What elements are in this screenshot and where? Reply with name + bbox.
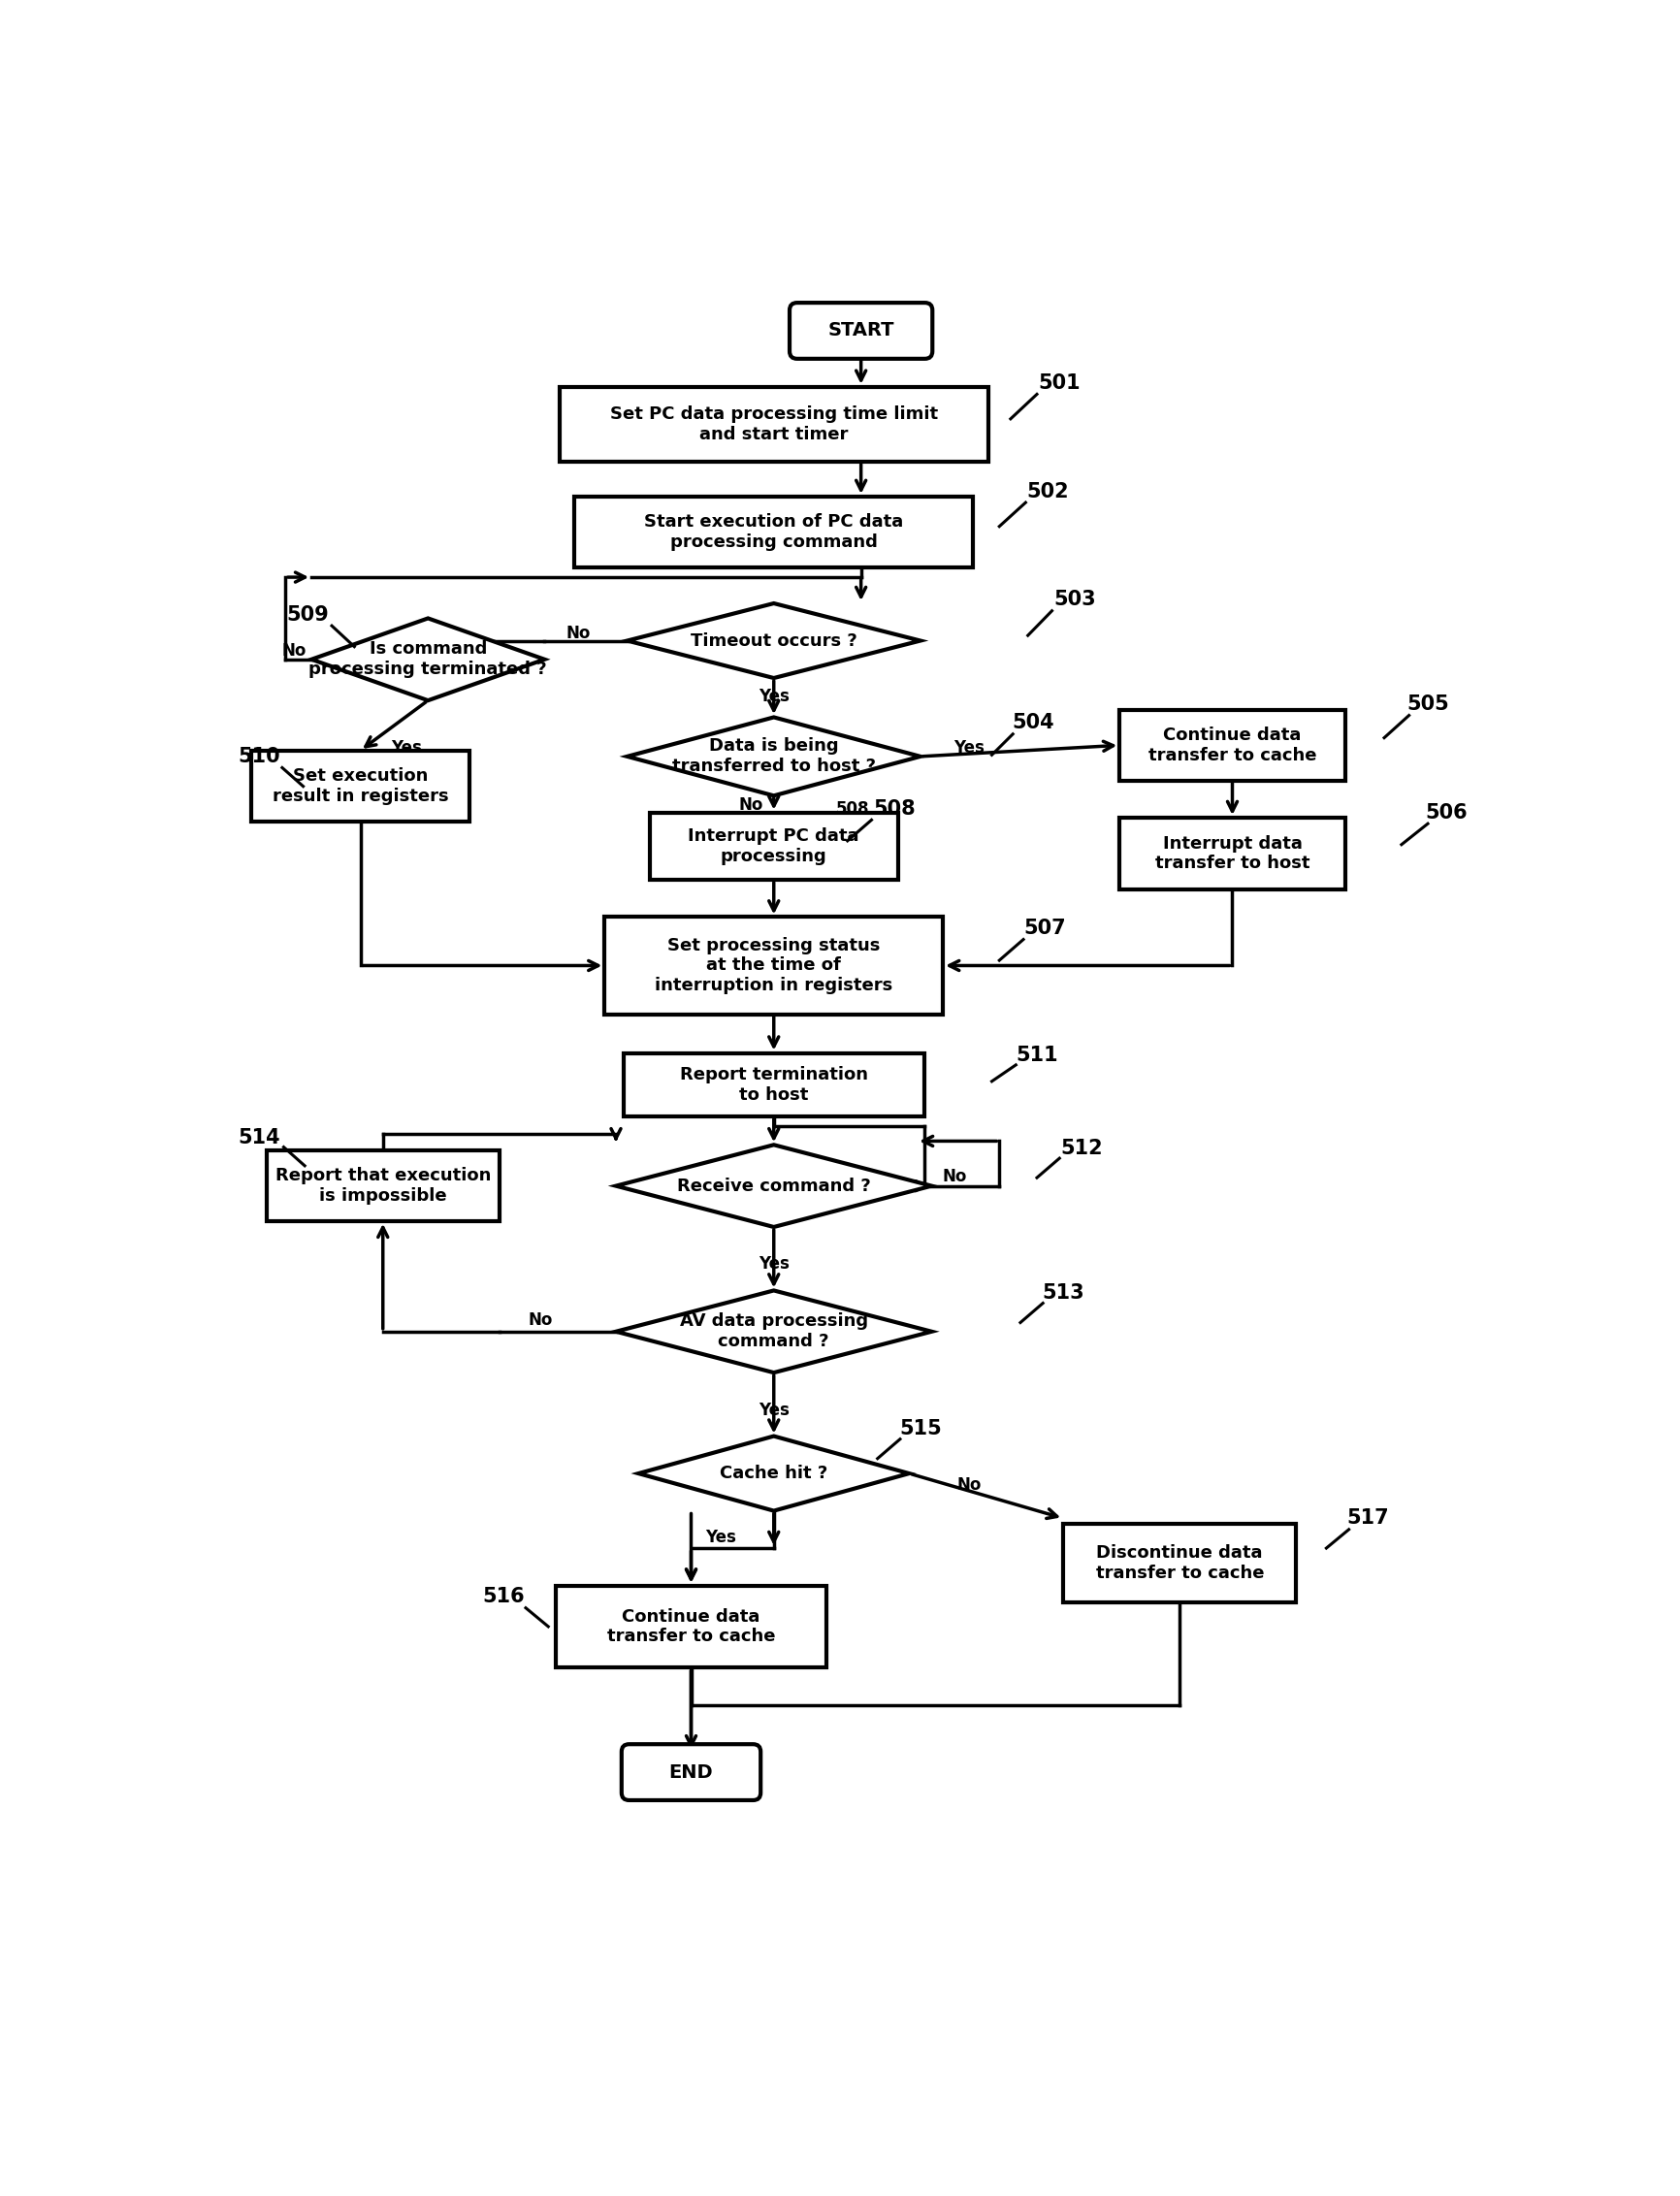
FancyBboxPatch shape [575, 496, 973, 569]
Text: Receive command ?: Receive command ? [677, 1177, 870, 1195]
Text: Report that execution
is impossible: Report that execution is impossible [276, 1166, 491, 1206]
FancyBboxPatch shape [556, 1586, 827, 1667]
Polygon shape [617, 1144, 932, 1228]
Text: Cache hit ?: Cache hit ? [719, 1465, 828, 1482]
Text: 517: 517 [1346, 1509, 1389, 1528]
Text: Continue data
transfer to cache: Continue data transfer to cache [1147, 727, 1317, 764]
Text: 512: 512 [1060, 1140, 1104, 1157]
Text: Yes: Yes [391, 738, 422, 755]
FancyBboxPatch shape [252, 751, 469, 821]
FancyBboxPatch shape [622, 1744, 761, 1801]
Polygon shape [627, 718, 921, 795]
Text: No: No [739, 797, 763, 815]
Text: 501: 501 [1038, 373, 1080, 393]
FancyBboxPatch shape [623, 1054, 924, 1118]
Text: No: No [958, 1476, 981, 1493]
Text: Set PC data processing time limit
and start timer: Set PC data processing time limit and st… [610, 406, 937, 444]
Text: Data is being
transferred to host ?: Data is being transferred to host ? [672, 738, 875, 775]
Text: 511: 511 [1016, 1045, 1058, 1065]
FancyBboxPatch shape [1119, 709, 1346, 782]
Text: Is command
processing terminated ?: Is command processing terminated ? [309, 641, 548, 679]
FancyBboxPatch shape [605, 918, 942, 1015]
Text: START: START [828, 321, 894, 340]
Text: Yes: Yes [758, 1401, 790, 1419]
Polygon shape [311, 619, 544, 701]
Text: Interrupt data
transfer to host: Interrupt data transfer to host [1154, 834, 1310, 872]
Text: 503: 503 [1053, 591, 1095, 608]
Text: 505: 505 [1406, 694, 1450, 714]
Text: 513: 513 [1042, 1282, 1084, 1302]
Text: Start execution of PC data
processing command: Start execution of PC data processing co… [643, 514, 904, 551]
Text: AV data processing
command ?: AV data processing command ? [680, 1313, 869, 1351]
Text: 507: 507 [1023, 918, 1065, 938]
Text: 508: 508 [874, 799, 916, 819]
Text: 508: 508 [837, 799, 870, 817]
FancyBboxPatch shape [1063, 1524, 1297, 1603]
FancyBboxPatch shape [559, 386, 988, 461]
Text: Timeout occurs ?: Timeout occurs ? [690, 632, 857, 650]
Text: 506: 506 [1425, 804, 1468, 821]
Text: 515: 515 [899, 1419, 941, 1438]
Text: No: No [529, 1311, 553, 1329]
Text: 510: 510 [237, 747, 281, 766]
Text: Set processing status
at the time of
interruption in registers: Set processing status at the time of int… [655, 938, 892, 995]
Text: Yes: Yes [706, 1528, 736, 1546]
Polygon shape [638, 1436, 909, 1511]
FancyBboxPatch shape [1119, 819, 1346, 889]
Text: Yes: Yes [758, 1256, 790, 1274]
Text: Yes: Yes [954, 738, 984, 755]
FancyBboxPatch shape [790, 303, 932, 358]
Text: 514: 514 [237, 1129, 281, 1146]
Text: Set execution
result in registers: Set execution result in registers [272, 769, 449, 806]
Text: 502: 502 [1026, 481, 1070, 501]
Text: 509: 509 [287, 604, 329, 624]
Text: No: No [942, 1168, 966, 1186]
Text: Yes: Yes [758, 687, 790, 705]
Text: 504: 504 [1011, 714, 1055, 733]
Polygon shape [617, 1291, 932, 1372]
Text: Report termination
to host: Report termination to host [680, 1067, 869, 1105]
Text: 516: 516 [482, 1588, 524, 1607]
Polygon shape [627, 604, 921, 679]
Text: END: END [669, 1763, 714, 1781]
Text: Interrupt PC data
processing: Interrupt PC data processing [689, 828, 860, 865]
FancyBboxPatch shape [650, 813, 897, 881]
Text: Continue data
transfer to cache: Continue data transfer to cache [606, 1607, 774, 1645]
Text: No: No [566, 624, 591, 641]
Text: Discontinue data
transfer to cache: Discontinue data transfer to cache [1095, 1544, 1263, 1581]
Text: No: No [282, 641, 306, 659]
FancyBboxPatch shape [267, 1151, 499, 1221]
